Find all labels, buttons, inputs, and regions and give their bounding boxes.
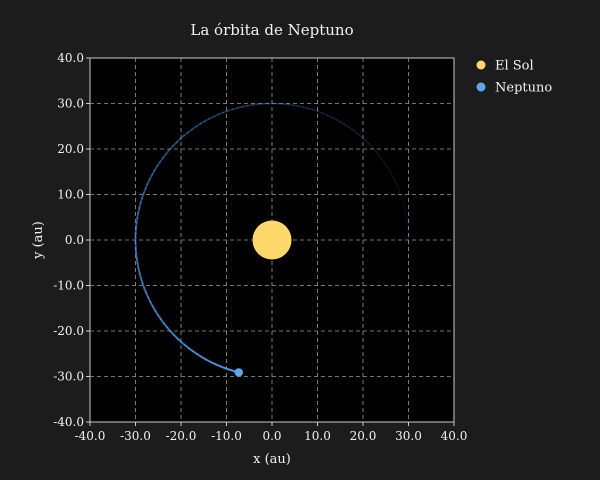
orbit-segment (396, 184, 400, 192)
orbit-segment (381, 158, 386, 165)
axis-ticks: -40.0 -30.0 -20.0 -10.0 0.0 10.0 20.0 30.0 40.0 4… (53, 51, 467, 443)
y-tick-label: 0.0 (65, 233, 84, 247)
orbit-segment (406, 219, 409, 226)
orbit-segment (217, 111, 225, 116)
y-tick-label: 20.0 (57, 142, 84, 156)
y-tick-label: -40.0 (53, 415, 84, 429)
orbit-segment (172, 141, 178, 147)
orbit-segment (392, 175, 396, 182)
orbit-segment (368, 143, 374, 149)
legend-item-neptune: Neptuno (476, 81, 552, 96)
orbit-segment (287, 103, 294, 106)
orbit-segment (364, 139, 370, 145)
y-tick-label: -10.0 (53, 279, 84, 293)
orbit-segment (348, 126, 355, 132)
orbit-segment (352, 129, 359, 135)
y-tick-label: 30.0 (57, 97, 84, 111)
chart-title: La órbita de Neptuno (190, 21, 353, 39)
orbit-segment (297, 105, 304, 108)
orbit-segment (384, 162, 389, 169)
orbit-segment (403, 204, 406, 211)
orbit-segment (344, 123, 351, 129)
orbit-segment (398, 189, 402, 196)
x-tick-label: -40.0 (75, 429, 106, 443)
orbit-segment (326, 114, 333, 119)
orbit-segment (394, 180, 398, 187)
orbit-segment (187, 128, 193, 134)
orbit-segment (321, 112, 329, 116)
x-tick-label: -20.0 (166, 429, 197, 443)
orbit-segment (191, 125, 198, 131)
legend-marker-neptune (476, 82, 486, 92)
sun-point (252, 220, 292, 260)
orbit-segment (251, 103, 259, 106)
orbit-segment (204, 117, 211, 122)
legend-marker-sun (476, 60, 486, 70)
orbit-segment (195, 122, 202, 128)
neptune-point (234, 368, 243, 377)
orbit-segment (389, 171, 394, 178)
x-tick-label: 0.0 (262, 429, 281, 443)
legend-item-sun: El Sol (476, 59, 534, 74)
legend: El Sol Neptuno (476, 59, 552, 96)
orbit-segment (378, 154, 383, 160)
y-tick-label: -20.0 (53, 324, 84, 338)
orbit-segment (183, 131, 189, 137)
orbit-segment (168, 145, 174, 151)
orbit-segment (208, 115, 215, 120)
orbit-segment (400, 194, 404, 201)
orbit-segment (227, 108, 234, 112)
legend-label-sun: El Sol (495, 59, 534, 74)
orbit-segment (282, 103, 289, 106)
orbit-segment (335, 118, 342, 123)
y-tick-label: 40.0 (57, 51, 84, 65)
orbit-segment (292, 104, 299, 107)
orbit-segment (232, 107, 239, 111)
orbit-segment (356, 132, 363, 138)
y-tick-label: -30.0 (53, 370, 84, 384)
y-tick-label: 10.0 (57, 188, 84, 202)
orbit-segment (241, 104, 249, 108)
orbit-segment (401, 199, 405, 206)
orbit-segment (222, 109, 229, 114)
y-axis-label: y (au) (31, 221, 46, 260)
orbit-segment (360, 136, 366, 142)
orbit-segment (331, 116, 338, 121)
orbit-segment (371, 146, 377, 153)
orbit-segment (340, 121, 346, 126)
orbit-segment (236, 105, 244, 109)
orbit-segment (179, 134, 185, 140)
orbit-segment (374, 150, 380, 156)
x-tick-label: 20.0 (350, 429, 377, 443)
x-tick-label: 30.0 (395, 429, 422, 443)
orbit-segment (307, 107, 314, 111)
orbit-segment (387, 166, 392, 173)
x-tick-label: 40.0 (441, 429, 468, 443)
orbit-segment (302, 106, 309, 110)
legend-label-neptune: Neptuno (495, 81, 552, 96)
orbit-segment (175, 138, 182, 144)
x-axis-label: x (au) (253, 452, 291, 467)
orbit-segment (312, 109, 319, 113)
orbit-segment (404, 209, 407, 216)
orbit-segment (199, 120, 206, 125)
orbit-segment (317, 110, 324, 114)
x-tick-label: -10.0 (211, 429, 242, 443)
orbit-segment (213, 113, 220, 118)
orbit-trail (134, 102, 410, 374)
data-points (234, 220, 292, 377)
x-tick-label: 10.0 (304, 429, 331, 443)
orbit-segment (405, 214, 408, 221)
orbit-segment (246, 104, 254, 107)
x-tick-label: -30.0 (120, 429, 151, 443)
orbit-segment (165, 148, 171, 155)
